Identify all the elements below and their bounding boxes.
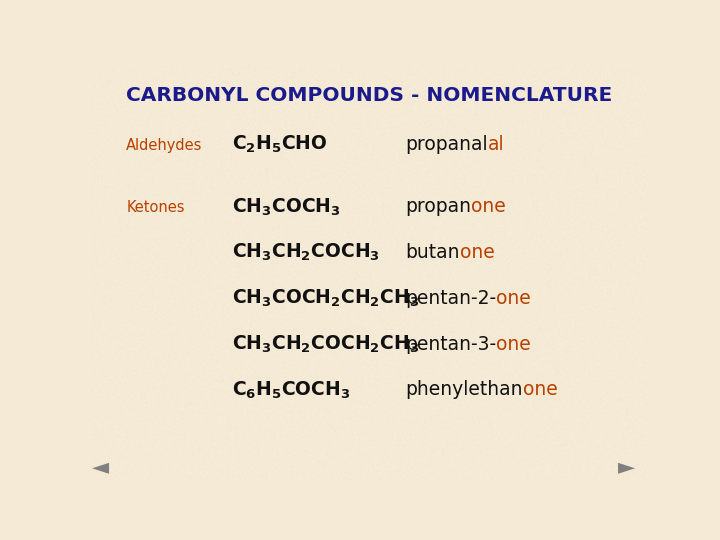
Text: $\mathregular{CH_3CH_2COCH_3}$: $\mathregular{CH_3CH_2COCH_3}$ — [233, 242, 380, 264]
Text: pentan-2-: pentan-2- — [405, 289, 496, 308]
Text: ◄: ◄ — [91, 457, 109, 477]
Text: propan: propan — [405, 198, 472, 217]
Text: al: al — [488, 135, 505, 154]
Text: ►: ► — [618, 457, 635, 477]
Text: Ketones: Ketones — [126, 200, 185, 215]
Text: $\mathregular{C_2H_5CHO}$: $\mathregular{C_2H_5CHO}$ — [233, 134, 328, 156]
Text: $\mathregular{CH_3COCH_2CH_2CH_3}$: $\mathregular{CH_3COCH_2CH_2CH_3}$ — [233, 288, 420, 309]
Text: pentan-3-: pentan-3- — [405, 335, 496, 354]
Text: $\mathregular{CH_3COCH_3}$: $\mathregular{CH_3COCH_3}$ — [233, 197, 341, 218]
Text: propanal: propanal — [405, 135, 488, 154]
Text: one: one — [460, 243, 495, 262]
Text: $\mathregular{CH_3CH_2COCH_2CH_3}$: $\mathregular{CH_3CH_2COCH_2CH_3}$ — [233, 334, 420, 355]
Text: $\mathregular{C_6H_5COCH_3}$: $\mathregular{C_6H_5COCH_3}$ — [233, 380, 351, 401]
Text: phenylethan: phenylethan — [405, 380, 523, 400]
Text: Aldehydes: Aldehydes — [126, 138, 202, 153]
Text: butan: butan — [405, 243, 460, 262]
Text: one: one — [496, 289, 531, 308]
Text: CARBONYL COMPOUNDS - NOMENCLATURE: CARBONYL COMPOUNDS - NOMENCLATURE — [126, 86, 612, 105]
Text: one: one — [496, 335, 531, 354]
Text: one: one — [472, 198, 506, 217]
Text: one: one — [523, 380, 557, 400]
